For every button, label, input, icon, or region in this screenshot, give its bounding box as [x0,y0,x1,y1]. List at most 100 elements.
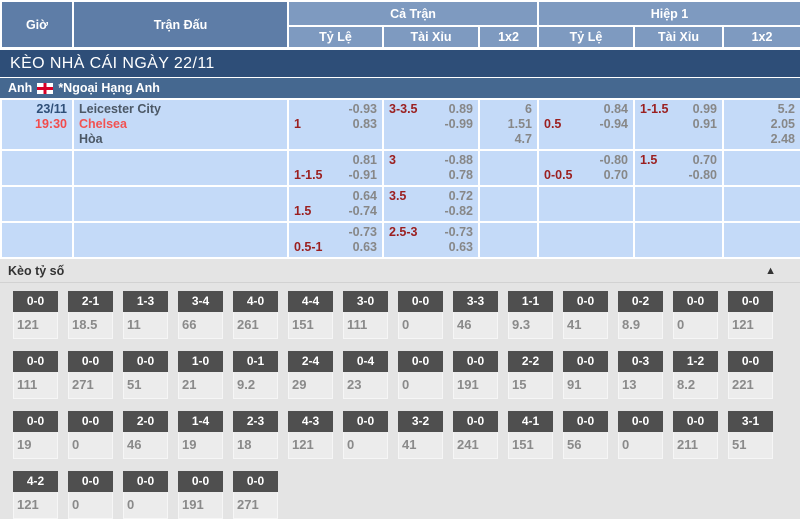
score-odds-card[interactable]: 0-0 211 [673,411,718,459]
score-odds-card[interactable]: 2-2 15 [508,351,553,399]
handicap-odds-cell[interactable]: -0.93 1 0.83 [287,98,384,151]
1x2-odds-cell[interactable]: 5.2 2.05 2.48 [722,98,800,151]
score-odds-card[interactable]: 0-4 23 [343,351,388,399]
score-odds-card[interactable]: 0-2 8.9 [618,291,663,339]
score-odds-card[interactable]: 0-0 51 [123,351,168,399]
score-odds-card[interactable]: 2-1 18.5 [68,291,113,339]
score-odds-card[interactable]: 1-2 8.2 [673,351,718,399]
league-bar[interactable]: Anh *Ngoại Hạng Anh [0,77,800,98]
score-odds-card[interactable]: 4-1 151 [508,411,553,459]
score-odds-value: 111 [13,372,58,399]
draw-label[interactable]: Hòa [79,132,103,146]
score-odds-card[interactable]: 3-2 41 [398,411,443,459]
score-odds-card[interactable]: 0-1 9.2 [233,351,278,399]
odds-value: 0.70 [692,153,717,167]
handicap-value: 1-1.5 [294,168,323,182]
match-kickoff-time: 19:30 [35,117,67,131]
handicap-value: 3-3.5 [389,102,418,116]
column-header-ft-handicap: Tỷ Lệ [287,25,384,49]
overunder-odds-cell[interactable]: 1-1.5 0.99 0.91 [633,98,724,151]
score-badge: 0-0 [453,351,498,372]
match-teams-cell [72,185,289,223]
score-odds-value: 241 [453,432,498,459]
score-odds-card[interactable]: 1-4 19 [178,411,223,459]
score-badge: 2-1 [68,291,113,312]
score-odds-card[interactable]: 1-0 21 [178,351,223,399]
handicap-value: 0.5 [544,117,562,131]
handicap-value: 3.5 [389,189,407,203]
score-badge: 0-0 [68,411,113,432]
score-odds-card[interactable]: 0-0 191 [178,471,223,519]
overunder-odds-cell[interactable]: 3.5 0.72 -0.82 [382,185,480,223]
handicap-odds-cell[interactable]: -0.73 0.5-1 0.63 [287,221,384,259]
overunder-odds-cell[interactable]: 1.5 0.70 -0.80 [633,149,724,187]
score-odds-card[interactable]: 2-3 18 [233,411,278,459]
score-odds-card[interactable]: 4-2 121 [13,471,58,519]
score-badge: 0-0 [233,471,278,492]
score-odds-card[interactable]: 1-3 11 [123,291,168,339]
score-badge: 0-0 [13,351,58,372]
score-odds-card[interactable]: 0-0 0 [673,291,718,339]
away-team-name[interactable]: Chelsea [79,117,127,131]
score-odds-card[interactable]: 0-0 271 [68,351,113,399]
score-odds-card[interactable]: 0-0 0 [68,471,113,519]
score-odds-card[interactable]: 4-0 261 [233,291,278,339]
overunder-odds-cell[interactable]: 3-3.5 0.89 -0.99 [382,98,480,151]
odds-value: -0.91 [348,168,378,182]
score-odds-value: 41 [398,432,443,459]
score-odds-card[interactable]: 0-0 0 [398,291,443,339]
score-odds-card[interactable]: 0-0 56 [563,411,608,459]
score-odds-card[interactable]: 0-0 91 [563,351,608,399]
score-odds-card[interactable]: 0-0 0 [343,411,388,459]
handicap-odds-cell[interactable]: 0.81 1-1.5 -0.91 [287,149,384,187]
handicap-odds-cell [537,221,635,259]
score-badge: 0-0 [563,351,608,372]
score-odds-value: 261 [233,312,278,339]
score-odds-card[interactable]: 1-1 9.3 [508,291,553,339]
odds-value: -0.80 [599,153,629,167]
score-odds-card[interactable]: 3-1 51 [728,411,773,459]
odds-value: 0.63 [448,240,473,254]
score-odds-card[interactable]: 2-4 29 [288,351,333,399]
score-odds-card[interactable]: 0-0 111 [13,351,58,399]
1x2-odds-cell[interactable]: 6 1.51 4.7 [478,98,539,151]
score-badge: 0-0 [673,411,718,432]
handicap-odds-cell[interactable]: -0.80 0-0.5 0.70 [537,149,635,187]
score-odds-card[interactable]: 0-0 121 [728,291,773,339]
score-odds-value: 151 [288,312,333,339]
score-odds-card[interactable]: 3-0 111 [343,291,388,339]
column-header-h1-1x2: 1x2 [722,25,800,49]
score-odds-card[interactable]: 0-0 41 [563,291,608,339]
score-odds-card[interactable]: 0-0 241 [453,411,498,459]
score-odds-card[interactable]: 3-3 46 [453,291,498,339]
score-odds-card[interactable]: 0-0 271 [233,471,278,519]
score-odds-card[interactable]: 0-0 19 [13,411,58,459]
1x2-odds-cell [478,149,539,187]
score-badge: 4-1 [508,411,553,432]
match-teams-cell[interactable]: Leicester City Chelsea Hòa [72,98,289,151]
score-badge: 1-0 [178,351,223,372]
home-team-name[interactable]: Leicester City [79,102,161,116]
score-odds-card[interactable]: 0-0 221 [728,351,773,399]
overunder-odds-cell[interactable]: 3 -0.88 0.78 [382,149,480,187]
score-odds-card[interactable]: 0-3 13 [618,351,663,399]
score-odds-card[interactable]: 4-4 151 [288,291,333,339]
collapse-arrow-icon[interactable]: ▲ [765,264,776,277]
score-odds-card[interactable]: 3-4 66 [178,291,223,339]
odds-value: 0.81 [352,153,377,167]
score-odds-card[interactable]: 0-0 121 [13,291,58,339]
handicap-odds-cell[interactable]: 0.84 0.5 -0.94 [537,98,635,151]
score-odds-card[interactable]: 0-0 0 [68,411,113,459]
column-header-h1-overunder: Tài Xỉu [633,25,724,49]
score-odds-card[interactable]: 0-0 191 [453,351,498,399]
score-odds-card[interactable]: 0-0 0 [123,471,168,519]
overunder-odds-cell[interactable]: 2.5-3 -0.73 0.63 [382,221,480,259]
score-badge: 0-0 [453,411,498,432]
score-odds-card[interactable]: 4-3 121 [288,411,333,459]
correct-score-header-bar[interactable]: Kèo tỷ số ▲ [0,259,800,283]
score-odds-value: 9.3 [508,312,553,339]
score-odds-card[interactable]: 0-0 0 [398,351,443,399]
handicap-odds-cell[interactable]: 0.64 1.5 -0.74 [287,185,384,223]
score-odds-card[interactable]: 2-0 46 [123,411,168,459]
score-odds-card[interactable]: 0-0 0 [618,411,663,459]
